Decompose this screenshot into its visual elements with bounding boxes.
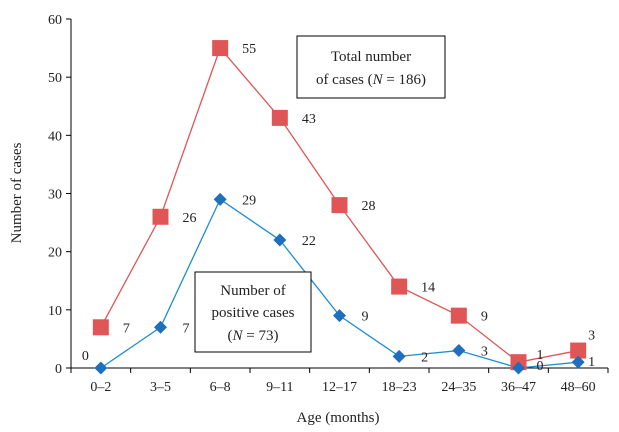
total-cases-annotation: Total number of cases (N = 186) (296, 35, 446, 99)
positive-data-label: 9 (362, 310, 369, 325)
x-tick-label: 18–23 (382, 380, 417, 395)
positive-point (392, 349, 406, 363)
positive-point (154, 320, 167, 334)
y-tick-label: 20 (48, 246, 62, 261)
total-point (212, 40, 229, 57)
y-axis-title: Number of cases (9, 142, 25, 243)
total-cases-label-line1: Total number (331, 49, 411, 65)
positive-cases-annotation: Number of positive cases (N = 73) (194, 271, 312, 353)
total-data-label: 28 (362, 199, 376, 214)
y-tick-label: 10 (48, 304, 62, 319)
total-data-label: 26 (183, 211, 197, 226)
positive-data-label: 3 (481, 345, 488, 360)
total-data-label: 14 (421, 281, 435, 296)
positive-cases-label-line2: positive cases (212, 305, 295, 321)
y-tick-label: 40 (48, 129, 62, 144)
positive-cases-box (194, 271, 312, 353)
total-data-label: 3 (588, 329, 595, 344)
positive-point (94, 361, 108, 375)
total-point (331, 197, 348, 214)
total-data-label: 7 (123, 321, 130, 336)
series-markers (92, 40, 587, 375)
total-point (271, 109, 288, 126)
total-point (92, 319, 109, 336)
x-axis-title: Age (months) (297, 410, 380, 426)
x-tick-label: 12–17 (322, 380, 357, 395)
total-data-label: 55 (242, 42, 256, 57)
total-point (391, 278, 408, 295)
x-tick-label: 24–35 (441, 380, 476, 395)
x-tick-label: 3–5 (150, 380, 171, 395)
x-tick-label: 9–11 (266, 380, 293, 395)
total-cases-box (296, 35, 446, 99)
total-point (570, 342, 587, 359)
x-tick-label: 48–60 (561, 380, 596, 395)
positive-data-label: 0 (82, 349, 89, 364)
positive-point (571, 355, 585, 369)
positive-data-label: 1 (588, 355, 595, 370)
total-point (450, 307, 467, 324)
positive-data-label: 29 (242, 193, 256, 208)
positive-point (213, 192, 227, 206)
positive-point (273, 233, 287, 247)
total-cases-label-line2: of cases (N = 186) (316, 72, 426, 88)
positive-data-label: 7 (183, 321, 190, 336)
x-tick-label: 0–2 (90, 380, 111, 395)
y-tick-label: 0 (55, 362, 62, 377)
x-tick-label: 36–47 (501, 380, 536, 395)
series-line-positive (100, 198, 579, 369)
total-point (152, 208, 169, 225)
positive-data-label: 22 (302, 234, 316, 249)
total-data-label: 43 (302, 112, 316, 127)
positive-point (333, 309, 346, 323)
total-data-label: 9 (481, 310, 488, 325)
y-tick-label: 60 (48, 13, 62, 28)
positive-point (512, 361, 525, 375)
positive-data-label: 2 (421, 350, 428, 365)
x-tick-label: 6–8 (210, 380, 231, 395)
positive-cases-label-line1: Number of (220, 283, 285, 299)
positive-point (452, 344, 466, 358)
positive-data-label: 0 (537, 359, 544, 374)
y-tick-label: 50 (48, 71, 62, 86)
positive-cases-label-line3: (N = 73) (228, 328, 279, 344)
y-tick-label: 30 (48, 188, 62, 203)
total-data-label: 1 (537, 348, 544, 363)
